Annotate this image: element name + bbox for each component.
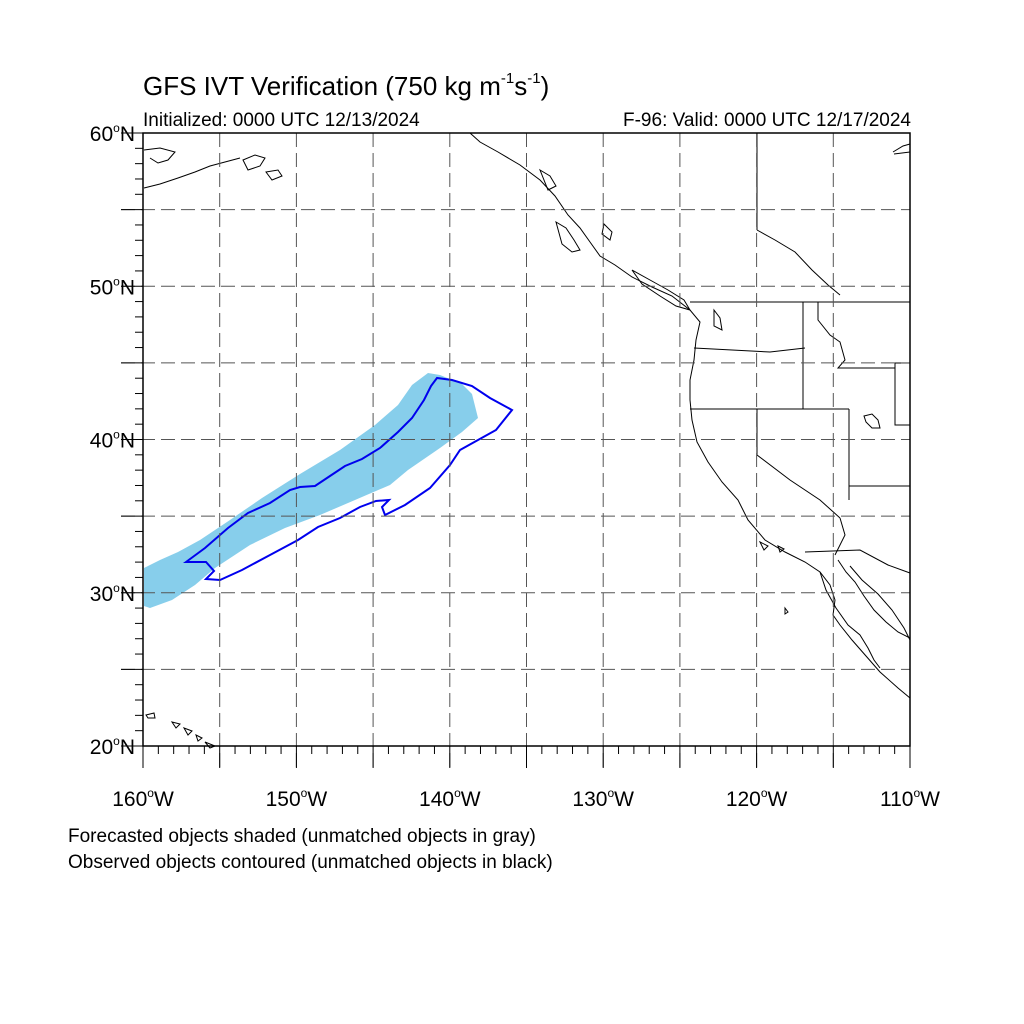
map-frame (142, 132, 911, 747)
lat-label: 20oN (90, 734, 135, 759)
observed-object-contour (182, 376, 514, 582)
lon-label: 160oW (112, 786, 174, 811)
valid-time: F-96: Valid: 0000 UTC 12/17/2024 (623, 110, 911, 131)
caption-forecast: Forecasted objects shaded (unmatched obj… (68, 826, 536, 847)
lat-label: 40oN (90, 428, 135, 453)
page-title: GFS IVT Verification (750 kg m-1s-1) (143, 70, 550, 101)
forecast-object-shading (144, 373, 478, 608)
lon-label: 140oW (419, 786, 481, 811)
latitude-labels: 60oN 50oN 40oN 30oN 20oN (90, 121, 135, 759)
lat-label: 60oN (90, 121, 135, 146)
coastlines (143, 132, 911, 749)
graticule (121, 133, 910, 768)
caption-observed: Observed objects contoured (unmatched ob… (68, 852, 553, 873)
axis-ticks (121, 132, 911, 768)
lat-label: 30oN (90, 581, 135, 606)
longitude-labels: 160oW 150oW 140oW 130oW 120oW 110oW (112, 786, 940, 811)
lat-label: 50oN (90, 274, 135, 299)
lon-label: 120oW (726, 786, 788, 811)
lon-label: 130oW (572, 786, 634, 811)
lon-label: 110oW (880, 786, 940, 811)
initialized-time: Initialized: 0000 UTC 12/13/2024 (143, 110, 420, 131)
political-boundaries (690, 133, 911, 574)
lon-label: 150oW (266, 786, 328, 811)
